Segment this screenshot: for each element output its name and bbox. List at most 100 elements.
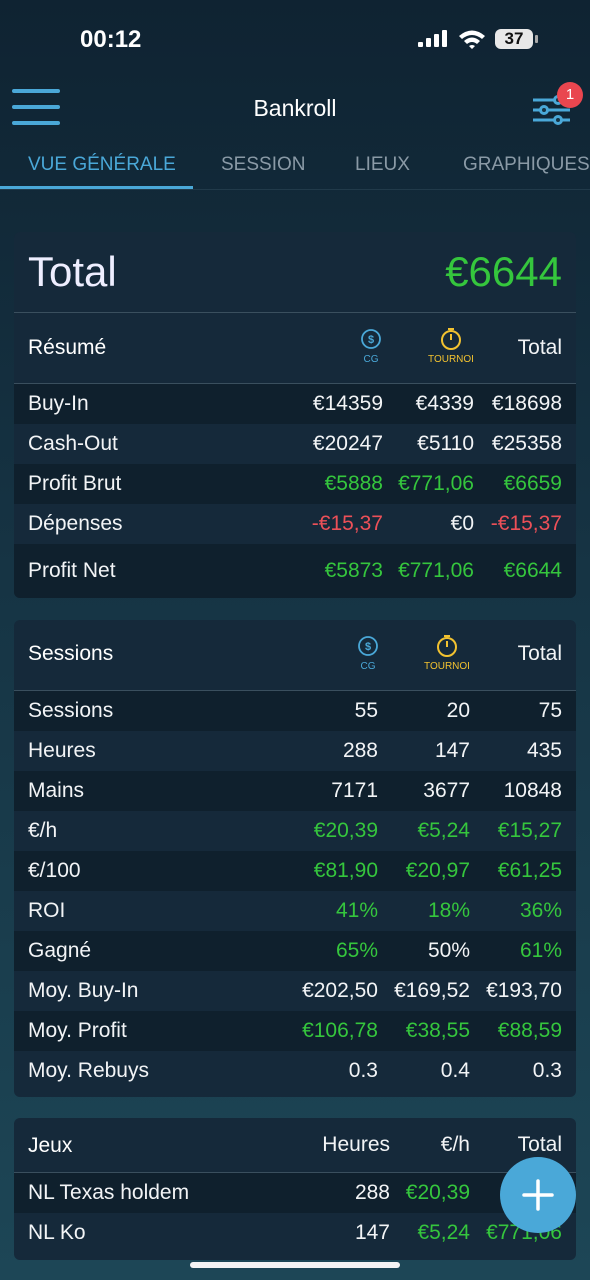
column-header: Total (517, 1133, 562, 1156)
table-row: NL Texas holdem 288 €20,39 (14, 1173, 576, 1213)
column-header: €/h (440, 1133, 470, 1156)
row-value: €193,70 (486, 979, 562, 1002)
row-value: €18698 (491, 392, 562, 415)
row-value: €14359 (312, 392, 383, 415)
table-row: Profit Net €5873 €771,06 €6644 (14, 544, 576, 598)
row-value: €61,25 (497, 859, 562, 882)
badge: 1 (557, 82, 583, 108)
row-value: €106,78 (302, 1019, 378, 1042)
row-value: 20 (446, 699, 470, 722)
row-value: 3677 (423, 779, 470, 802)
icon-symbol: $ (368, 334, 374, 346)
divider (14, 312, 576, 313)
row-value: 147 (434, 739, 470, 762)
column-icons: $ (358, 635, 457, 657)
row-value: 10848 (503, 779, 562, 802)
column-label: TOURNOI (424, 661, 470, 672)
table-row: Profit Brut €5888 €771,06 €6659 (14, 464, 576, 504)
divider (14, 383, 576, 384)
row-value: €5888 (324, 472, 383, 495)
tab[interactable]: GRAPHIQUES (463, 154, 590, 175)
row-value: -€15,37 (490, 512, 562, 535)
row-value: 18% (427, 899, 470, 922)
row-value: €6659 (503, 472, 562, 495)
row-label: Heures (28, 739, 96, 762)
row-label: Moy. Rebuys (28, 1059, 149, 1082)
column-header: Total (517, 642, 562, 665)
divider (14, 690, 576, 691)
header-title: Bankroll (253, 95, 337, 121)
row-label: Buy-In (28, 392, 89, 415)
row-value: €6644 (503, 559, 562, 582)
row-value: €771,06 (398, 472, 474, 495)
column-label: CG (363, 354, 379, 365)
table-row: Mains 7171 3677 10848 (14, 771, 576, 811)
table-row: Dépenses -€15,37 €0 -€15,37 (14, 504, 576, 544)
row-value: €38,55 (405, 1019, 470, 1042)
row-value: 36% (519, 899, 562, 922)
row-value: €25358 (491, 432, 562, 455)
table-row: ROI 41% 18% 36% (14, 891, 576, 931)
menu-button[interactable] (12, 88, 60, 128)
row-value: 147 (354, 1221, 390, 1244)
clock: 00:12 (80, 26, 142, 53)
battery-level: 37 (504, 29, 524, 48)
tab[interactable]: LIEUX (355, 154, 410, 175)
row-value: 61% (519, 939, 562, 962)
row-label: Sessions (28, 699, 114, 722)
tab[interactable]: SESSION (221, 154, 306, 175)
table-row: €/h €20,39 €5,24 €15,27 (14, 811, 576, 851)
tab-divider (0, 189, 590, 190)
column-label: CG (360, 661, 376, 672)
summary-card: Total €6644 Résumé $ CG TOURNOI Total Buy-In… (14, 232, 576, 598)
divider (14, 1172, 576, 1173)
table-row: Moy. Rebuys 0.3 0.4 0.3 (14, 1051, 576, 1091)
row-value: €169,52 (394, 979, 470, 1002)
tab-indicator (0, 186, 193, 190)
row-label: Profit Net (28, 559, 116, 582)
row-value: €5110 (417, 432, 474, 455)
row-value: 435 (526, 739, 562, 762)
column-header: Heures (322, 1133, 390, 1156)
table-row: Buy-In €14359 €4339 €18698 (14, 384, 576, 424)
row-value: 41% (335, 899, 378, 922)
table-row: Gagné 65% 50% 61% (14, 931, 576, 971)
row-value: €0 (450, 512, 474, 535)
row-label: Moy. Profit (28, 1019, 127, 1042)
row-value: €5873 (324, 559, 383, 582)
row-value: 75 (538, 699, 562, 722)
table-row: Moy. Buy-In €202,50 €169,52 €193,70 (14, 971, 576, 1011)
total-value: €6644 (445, 248, 562, 295)
row-label: €/100 (28, 859, 81, 882)
row-value: €15,27 (497, 819, 562, 842)
row-value: €202,50 (302, 979, 378, 1002)
row-value: 288 (342, 739, 378, 762)
total-label: Total (28, 248, 117, 295)
add-button[interactable] (498, 1155, 578, 1235)
row-value: €771,06 (398, 559, 474, 582)
row-value: 0.3 (348, 1059, 378, 1082)
row-value: 65% (335, 939, 378, 962)
tab[interactable]: VUE GÉNÉRALE (28, 154, 176, 175)
table-row: €/100 €81,90 €20,97 €61,25 (14, 851, 576, 891)
games-card: Jeux Heures €/h Total NL Texas holdem 288 €20… (14, 1118, 576, 1260)
row-value: €4339 (415, 392, 474, 415)
table-row: Sessions 55 20 75 (14, 691, 576, 731)
row-label: Gagné (28, 939, 92, 962)
row-value: -€15,37 (311, 512, 383, 535)
row-value: 288 (354, 1181, 390, 1204)
row-value: 0.3 (532, 1059, 562, 1082)
home-indicator (190, 1262, 400, 1268)
row-label: Dépenses (28, 512, 123, 535)
table-row: Heures 288 147 435 (14, 731, 576, 771)
column-icons: $ (361, 328, 461, 350)
table-row: Moy. Profit €106,78 €38,55 €88,59 (14, 1011, 576, 1051)
row-label: €/h (28, 819, 58, 842)
status-icons (418, 29, 538, 49)
row-value: 50% (427, 939, 470, 962)
sessions-card: Sessions $ CG TOURNOI Total Sessions 55 20 75 He… (14, 620, 576, 1097)
table-row: Cash-Out €20247 €5110 €25358 (14, 424, 576, 464)
row-value: €5,24 (417, 1221, 470, 1244)
row-value: €5,24 (417, 819, 470, 842)
